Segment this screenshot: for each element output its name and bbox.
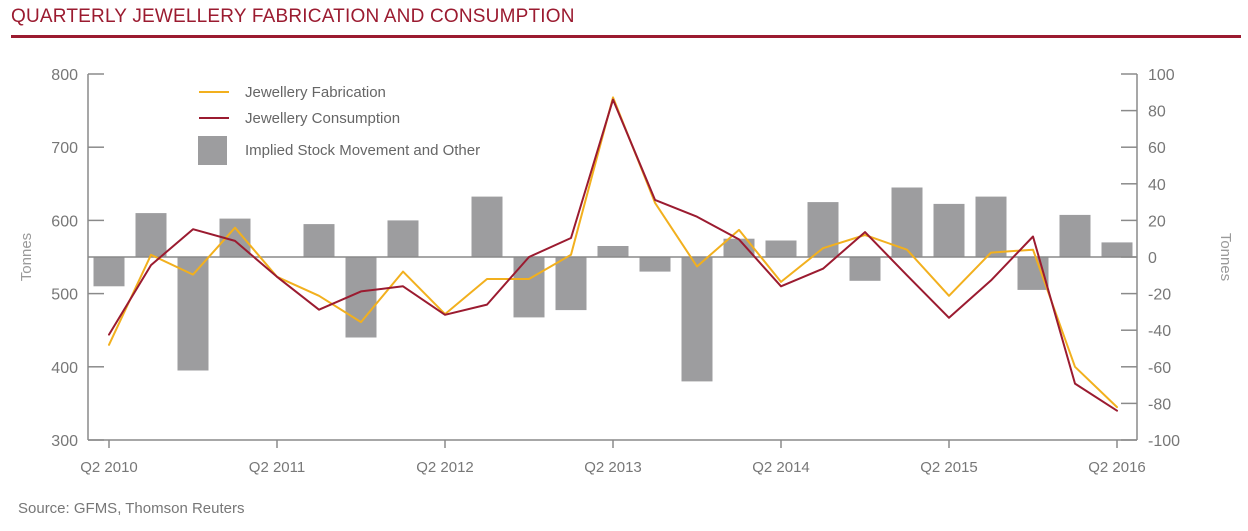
stock-bar: [765, 240, 797, 257]
stock-bar: [975, 196, 1007, 257]
right-axis-tick-label: 60: [1148, 140, 1166, 157]
source-note: Source: GFMS, Thomson Reuters: [18, 500, 245, 517]
axes-layer: 300400500600700800Tonnes-100-80-60-40-20…: [18, 67, 1234, 476]
left-axis-tick-label: 800: [51, 67, 78, 84]
legend-label: Jewellery Consumption: [245, 110, 400, 127]
stock-bar: [639, 257, 671, 272]
title-divider: [11, 35, 1241, 38]
stock-bar: [1059, 214, 1091, 257]
stock-bar: [597, 246, 629, 257]
right-axis-tick-label: -40: [1148, 323, 1171, 340]
lines-layer: [108, 96, 1118, 412]
stock-bar: [513, 257, 545, 318]
x-axis-tick-label: Q2 2010: [80, 459, 138, 476]
stock-bar: [345, 257, 377, 338]
right-axis-tick-label: -80: [1148, 396, 1171, 413]
stock-bar: [471, 196, 503, 257]
right-axis-tick-label: 100: [1148, 67, 1175, 84]
right-axis-tick-label: 40: [1148, 177, 1166, 194]
stock-bar: [933, 203, 965, 257]
left-axis-tick-label: 500: [51, 287, 78, 304]
stock-bar: [555, 257, 587, 311]
right-axis-tick-label: 0: [1148, 250, 1157, 267]
stock-bar: [849, 257, 881, 281]
stock-bar: [93, 257, 125, 287]
legend-label: Implied Stock Movement and Other: [245, 142, 480, 159]
left-axis-label: Tonnes: [18, 233, 35, 281]
right-axis-tick-label: 20: [1148, 213, 1166, 230]
jewellery-consumptionline: [108, 98, 1118, 412]
left-axis-tick-label: 300: [51, 433, 78, 450]
left-axis-tick-label: 600: [51, 213, 78, 230]
stock-bar: [303, 224, 335, 257]
chart-title: QUARTERLY JEWELLERY FABRICATION AND CONS…: [11, 6, 575, 27]
x-axis-tick-label: Q2 2014: [752, 459, 810, 476]
x-axis-tick-label: Q2 2015: [920, 459, 978, 476]
right-axis-tick-label: 80: [1148, 104, 1166, 121]
left-axis-tick-label: 400: [51, 360, 78, 377]
bars-layer: [93, 187, 1133, 382]
right-axis-tick-label: -20: [1148, 287, 1171, 304]
x-axis-tick-label: Q2 2013: [584, 459, 642, 476]
legend-swatch-implied-stock-movement-and-other: [198, 136, 227, 165]
legend: Jewellery Fabrication Jewellery Consumpti…: [198, 84, 480, 165]
stock-bar: [723, 238, 755, 257]
stock-bar: [177, 257, 209, 371]
x-axis-tick-label: Q2 2012: [416, 459, 474, 476]
right-axis-tick-label: -60: [1148, 360, 1171, 377]
stock-bar: [135, 213, 167, 257]
right-axis-label: Tonnes: [1217, 233, 1234, 281]
stock-bar: [1101, 242, 1133, 257]
stock-bar: [387, 220, 419, 257]
stock-bar: [681, 257, 713, 382]
legend-label: Jewellery Fabrication: [245, 84, 386, 101]
left-axis-tick-label: 700: [51, 140, 78, 157]
right-axis-tick-label: -100: [1148, 433, 1180, 450]
x-axis-tick-label: Q2 2016: [1088, 459, 1146, 476]
x-axis-tick-label: Q2 2011: [249, 459, 305, 476]
